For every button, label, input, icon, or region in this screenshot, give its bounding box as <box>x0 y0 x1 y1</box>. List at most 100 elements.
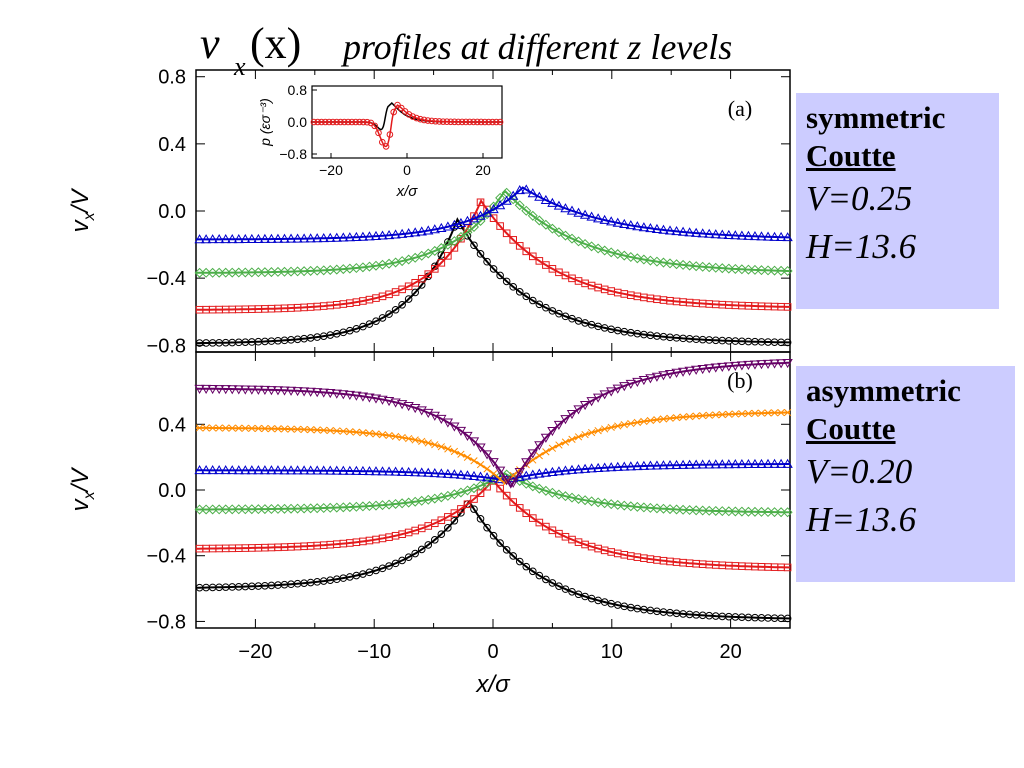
data-point <box>736 458 748 469</box>
data-point <box>351 391 362 401</box>
data-point <box>619 250 630 261</box>
data-point <box>240 385 251 395</box>
data-point <box>710 459 721 469</box>
data-point <box>194 234 205 244</box>
inset-data-point <box>466 118 474 126</box>
data-point <box>640 417 648 426</box>
inset-data-point <box>348 118 356 126</box>
data-point <box>495 192 506 203</box>
data-point <box>266 503 277 515</box>
data-point <box>651 460 663 470</box>
data-point <box>476 460 485 469</box>
data-point <box>555 309 563 318</box>
data-point <box>606 247 617 258</box>
data-point <box>331 232 342 242</box>
data-point <box>775 231 787 242</box>
data-point <box>496 484 504 493</box>
inset-data-point <box>462 118 470 126</box>
data-point <box>333 427 341 435</box>
data-point <box>619 461 630 471</box>
data-point <box>548 307 557 315</box>
data-point <box>573 464 584 474</box>
inset-data-point <box>458 118 466 126</box>
data-point <box>266 465 277 475</box>
data-point <box>207 234 218 244</box>
info-height: H=13.6 <box>806 227 917 266</box>
data-point <box>261 424 269 433</box>
data-point <box>769 265 780 276</box>
data-point <box>253 465 264 475</box>
data-point <box>326 426 334 435</box>
data-point <box>697 228 708 238</box>
data-point <box>782 458 793 468</box>
data-point <box>769 359 780 369</box>
data-point <box>658 371 669 381</box>
panel-label-(a): (a) <box>728 96 752 121</box>
data-point <box>521 458 532 468</box>
data-point <box>365 429 374 437</box>
data-point <box>272 503 283 514</box>
inset-data-point <box>390 108 398 116</box>
data-point <box>417 274 426 283</box>
data-point <box>509 236 517 244</box>
data-point <box>730 230 741 240</box>
data-point <box>717 506 728 517</box>
data-point <box>338 465 349 475</box>
data-point <box>599 245 610 256</box>
data-point <box>470 495 478 503</box>
data-point <box>194 465 205 475</box>
data-point <box>540 194 552 204</box>
data-point <box>339 427 347 435</box>
data-point <box>730 361 741 371</box>
data-point <box>385 431 393 440</box>
inset-data-point <box>432 117 439 125</box>
data-point <box>579 463 591 473</box>
data-point <box>612 384 623 394</box>
data-point <box>704 505 715 516</box>
data-point <box>580 495 591 506</box>
data-point <box>658 460 669 470</box>
data-point <box>346 428 354 436</box>
data-point <box>496 222 504 230</box>
data-point <box>736 506 747 517</box>
data-point <box>463 500 472 509</box>
data-point <box>684 505 695 516</box>
data-point <box>601 425 609 433</box>
data-point <box>638 460 650 470</box>
data-point <box>612 461 623 471</box>
data-point <box>658 503 669 514</box>
inset-data-point <box>489 118 496 126</box>
data-point <box>450 447 459 456</box>
data-point <box>259 233 271 243</box>
data-point <box>364 231 375 241</box>
data-point <box>431 441 439 449</box>
data-point <box>449 236 460 247</box>
data-point <box>751 409 759 417</box>
data-point <box>612 249 623 260</box>
data-point <box>372 317 380 325</box>
inset-data-point <box>341 118 348 126</box>
data-point <box>665 258 676 269</box>
data-point <box>481 450 493 460</box>
data-point <box>627 419 635 428</box>
data-point <box>424 541 433 549</box>
data-point <box>377 466 388 476</box>
data-point <box>566 410 578 420</box>
data-point <box>436 243 447 254</box>
data-point <box>214 465 225 475</box>
inset-x-tick-label: 20 <box>475 162 491 178</box>
data-point <box>396 228 408 238</box>
data-point <box>391 432 400 441</box>
data-point <box>672 413 681 422</box>
data-point <box>227 233 238 244</box>
data-point <box>370 466 382 476</box>
data-point <box>331 389 342 399</box>
inset-data-point <box>470 118 477 126</box>
data-point <box>586 496 597 507</box>
data-point <box>398 433 406 442</box>
data-point <box>684 260 695 271</box>
data-point <box>586 463 597 473</box>
series-line-1-0 <box>196 499 791 620</box>
data-point <box>561 585 570 593</box>
data-point <box>194 504 205 515</box>
